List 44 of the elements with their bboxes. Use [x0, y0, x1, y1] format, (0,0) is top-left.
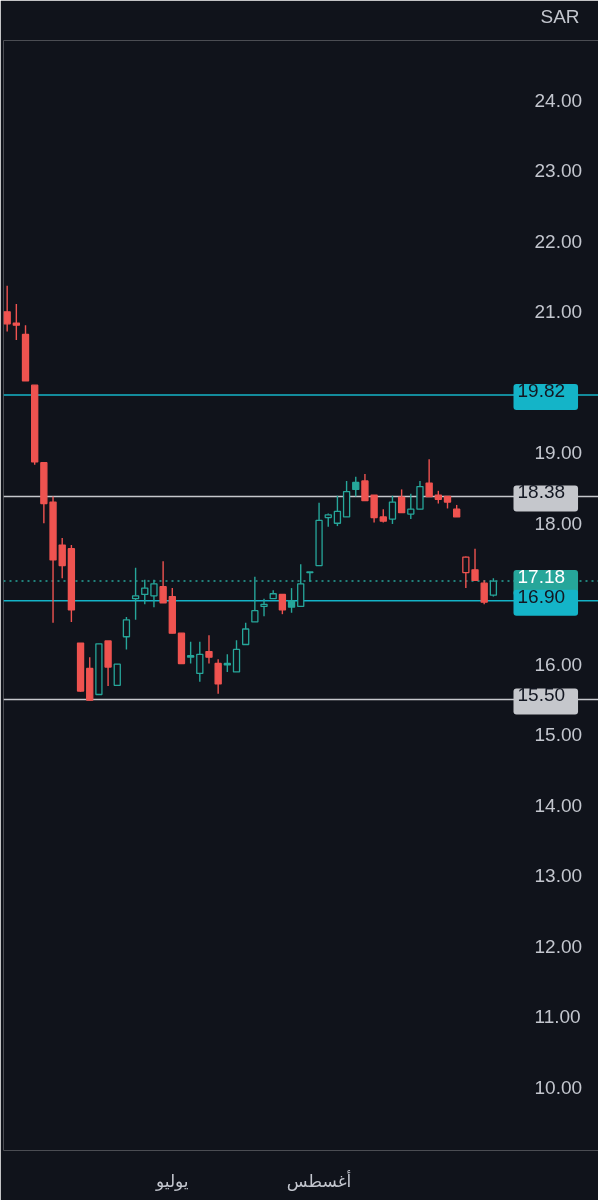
- y-tick-label: 10.00: [534, 1076, 583, 1098]
- candlestick: [12, 303, 21, 341]
- candlestick: [352, 476, 360, 498]
- candlestick: [397, 488, 406, 514]
- candlestick: [205, 634, 213, 665]
- candlestick: [3, 285, 11, 333]
- y-tick-label: 22.00: [534, 230, 583, 252]
- y-tick-label: 12.00: [534, 935, 583, 957]
- candlestick: [214, 658, 222, 695]
- candlestick: [425, 458, 433, 498]
- ref-line-label: 19.82: [517, 380, 566, 401]
- x-tick-label: يوليو: [154, 1170, 189, 1191]
- ref-line-label: 18.38: [517, 481, 566, 503]
- candlestick: [159, 560, 167, 604]
- candlestick: [232, 639, 241, 673]
- candlestick: [122, 616, 131, 651]
- candlestick: [58, 537, 66, 579]
- candlestick: [287, 587, 296, 614]
- y-tick-label: 24.00: [534, 89, 583, 111]
- y-tick-label: 11.00: [534, 1006, 581, 1028]
- y-tick-label: 13.00: [534, 865, 583, 887]
- y-tick-label: 23.00: [534, 160, 583, 182]
- candlestick: [113, 663, 121, 687]
- y-tick-label: 18.00: [534, 512, 583, 534]
- candlestick: [242, 621, 250, 646]
- ref-line-label: 15.50: [517, 684, 566, 706]
- candlestick: [416, 480, 424, 510]
- candlestick: [333, 495, 342, 527]
- candlestick: [278, 593, 287, 615]
- candlestick: [196, 640, 204, 683]
- candlestick: [407, 492, 415, 520]
- candlestick: [388, 495, 397, 525]
- candlestick: [186, 640, 195, 665]
- ref-line-label: 17.18: [517, 566, 566, 588]
- y-tick-label: 14.00: [534, 794, 583, 816]
- y-tick-label: 19.00: [534, 442, 583, 464]
- y-tick-label: 16.00: [534, 653, 583, 675]
- ref-line-label: 16.90: [517, 585, 566, 607]
- candlestick: [260, 597, 268, 617]
- candlestick: [480, 579, 488, 606]
- y-axis-title: SAR: [540, 5, 580, 27]
- x-tick-label: أغسطس: [286, 1169, 352, 1191]
- y-tick-label: 21.00: [534, 301, 583, 323]
- y-tick-label: 15.00: [534, 724, 583, 746]
